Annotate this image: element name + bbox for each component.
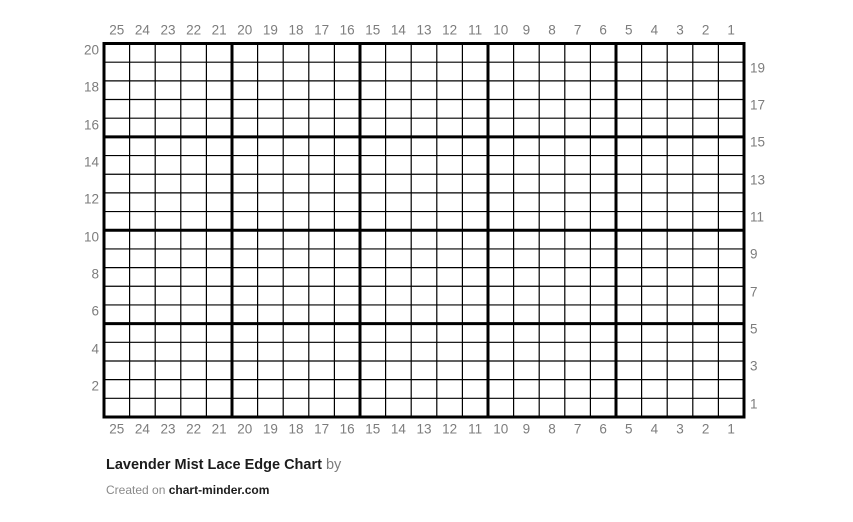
column-label-bottom: 11 <box>468 421 483 437</box>
chart-title-line: Lavender Mist Lace Edge Chart by <box>106 457 341 473</box>
column-label-top: 11 <box>468 22 483 38</box>
column-label-bottom: 13 <box>416 421 432 437</box>
row-label-left: 16 <box>83 116 99 132</box>
column-label-top: 4 <box>650 22 659 38</box>
column-label-bottom: 21 <box>211 421 227 437</box>
column-label-top: 16 <box>339 22 355 38</box>
row-label-right: 11 <box>750 209 765 225</box>
column-label-top: 20 <box>237 22 253 38</box>
author-by-label: by <box>325 457 342 473</box>
column-label-bottom: 10 <box>493 421 509 437</box>
column-label-bottom: 5 <box>625 421 633 437</box>
column-label-bottom: 17 <box>314 421 330 437</box>
column-label-bottom: 22 <box>186 421 202 437</box>
row-label-right: 17 <box>750 97 766 113</box>
row-label-left: 6 <box>91 303 99 319</box>
column-label-top: 8 <box>548 22 556 38</box>
column-label-top: 3 <box>676 22 684 38</box>
column-label-top: 5 <box>625 22 633 38</box>
column-label-bottom: 16 <box>339 421 355 437</box>
credit-prefix: Created on <box>106 483 166 497</box>
column-label-bottom: 6 <box>599 421 607 437</box>
column-label-bottom: 9 <box>522 421 531 437</box>
row-label-left: 14 <box>83 154 99 170</box>
row-label-right: 3 <box>750 358 758 374</box>
column-label-top: 15 <box>365 22 381 38</box>
row-label-right: 5 <box>750 321 758 337</box>
row-label-left: 10 <box>83 228 99 244</box>
column-label-top: 1 <box>727 22 735 38</box>
column-label-top: 10 <box>493 22 509 38</box>
column-label-bottom: 3 <box>676 421 684 437</box>
column-label-bottom: 1 <box>727 421 735 437</box>
column-label-bottom: 4 <box>650 421 659 437</box>
row-label-left: 18 <box>83 79 99 95</box>
column-label-bottom: 23 <box>160 421 176 437</box>
column-label-bottom: 24 <box>134 421 150 437</box>
column-label-top: 13 <box>416 22 432 38</box>
column-label-bottom: 12 <box>442 421 458 437</box>
column-label-top: 14 <box>390 22 406 38</box>
row-label-right: 19 <box>750 59 766 75</box>
row-label-left: 12 <box>83 191 99 207</box>
column-label-bottom: 2 <box>701 421 710 437</box>
chart-footer: Lavender Mist Lace Edge Chart by Created… <box>106 457 341 497</box>
row-label-left: 8 <box>91 266 99 282</box>
column-label-top: 2 <box>701 22 710 38</box>
column-label-top: 18 <box>288 22 304 38</box>
column-label-bottom: 8 <box>548 421 556 437</box>
row-label-left: 20 <box>83 42 99 58</box>
row-label-right: 7 <box>750 283 758 299</box>
column-label-bottom: 18 <box>288 421 304 437</box>
column-label-bottom: 19 <box>262 421 278 437</box>
column-label-top: 24 <box>134 22 150 38</box>
column-label-bottom: 7 <box>573 421 582 437</box>
column-label-top: 22 <box>186 22 202 38</box>
column-label-bottom: 25 <box>109 421 125 437</box>
row-label-right: 9 <box>750 246 758 262</box>
column-label-top: 25 <box>109 22 125 38</box>
column-label-top: 19 <box>262 22 278 38</box>
chart-title: Lavender Mist Lace Edge Chart <box>106 457 322 473</box>
row-label-right: 13 <box>750 171 766 187</box>
row-label-left: 2 <box>91 378 99 394</box>
column-label-top: 23 <box>160 22 176 38</box>
row-label-right: 15 <box>750 134 766 150</box>
credit-site-name: chart-minder.com <box>168 483 270 497</box>
credit-line: Created on chart-minder.com <box>106 483 341 497</box>
column-label-top: 6 <box>599 22 607 38</box>
column-label-top: 21 <box>211 22 227 38</box>
column-label-bottom: 20 <box>237 421 253 437</box>
column-label-top: 9 <box>522 22 531 38</box>
row-label-left: 4 <box>91 340 99 356</box>
column-label-top: 12 <box>442 22 458 38</box>
column-label-bottom: 14 <box>390 421 406 437</box>
column-label-bottom: 15 <box>365 421 381 437</box>
column-label-top: 7 <box>573 22 582 38</box>
row-label-right: 1 <box>750 395 758 411</box>
column-label-top: 17 <box>314 22 330 38</box>
